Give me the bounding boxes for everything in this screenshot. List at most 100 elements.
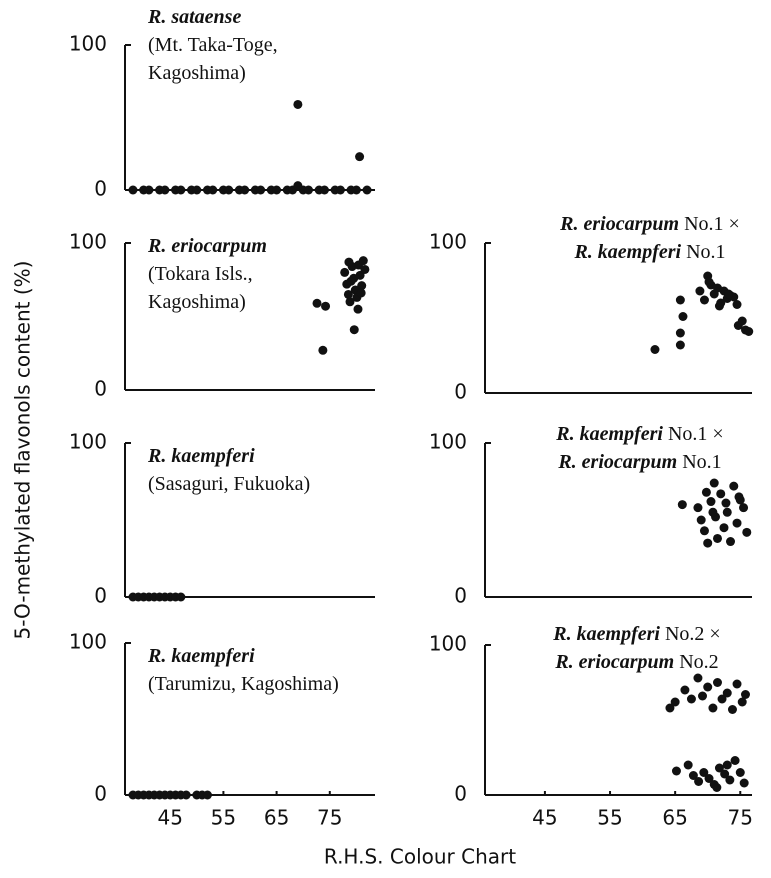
point xyxy=(696,515,706,525)
point xyxy=(671,766,681,776)
panel-title: Kagoshima) xyxy=(148,291,246,313)
point xyxy=(160,185,170,195)
point xyxy=(704,277,714,287)
point xyxy=(737,697,747,707)
point xyxy=(675,295,685,305)
x-tick-label: 45 xyxy=(532,806,557,830)
point xyxy=(703,682,713,692)
point xyxy=(224,185,234,195)
point xyxy=(722,760,732,770)
point xyxy=(722,688,732,698)
point xyxy=(256,185,266,195)
y-tick-label: 100 xyxy=(69,32,107,56)
point xyxy=(304,185,314,195)
point xyxy=(714,301,724,311)
point xyxy=(362,185,372,195)
point xyxy=(272,185,282,195)
point xyxy=(344,257,354,267)
point xyxy=(353,304,363,314)
title-part: No.1 × xyxy=(679,213,740,235)
point xyxy=(293,181,303,191)
panel-title: Kagoshima) xyxy=(148,62,246,84)
point xyxy=(358,256,368,266)
point xyxy=(742,527,752,537)
title-part: Kagoshima) xyxy=(148,291,246,313)
title-part: (Mt. Taka-Toge, xyxy=(148,34,278,56)
point xyxy=(688,771,698,780)
x-tick-label: 55 xyxy=(211,806,236,830)
title-part: No.1 xyxy=(681,241,725,263)
title-part: (Tarumizu, Kagoshima) xyxy=(148,673,339,695)
point xyxy=(725,775,735,785)
point xyxy=(650,345,660,354)
point xyxy=(665,703,675,713)
panel-title: R. eriocarpum No.2 xyxy=(554,651,718,673)
panel-title: (Mt. Taka-Toge, xyxy=(148,34,278,56)
point xyxy=(724,289,734,299)
panel-title: R. kaempferi No.1 xyxy=(573,241,725,263)
point xyxy=(240,185,250,195)
point xyxy=(729,481,739,491)
point xyxy=(704,774,714,783)
point xyxy=(722,507,732,517)
point xyxy=(732,518,742,528)
x-tick-label: 75 xyxy=(728,806,753,830)
point xyxy=(730,756,740,765)
title-part: R. eriocarpum xyxy=(147,235,267,257)
point xyxy=(343,289,353,299)
panel-title: R. eriocarpum No.1 × xyxy=(559,213,740,235)
point xyxy=(739,778,749,788)
point xyxy=(128,185,138,195)
point xyxy=(176,185,186,195)
x-tick-label: 65 xyxy=(264,806,289,830)
y-axis-label: 5-O-methylated flavonols content (%) xyxy=(11,261,35,640)
title-part: No.1 × xyxy=(663,423,724,445)
point xyxy=(744,327,754,336)
point xyxy=(694,777,704,786)
point xyxy=(675,340,685,350)
y-tick-label: 0 xyxy=(94,377,107,401)
panel-title: (Tokara Isls., xyxy=(148,263,253,285)
point xyxy=(732,300,742,309)
point xyxy=(680,685,690,695)
title-part: No.2 xyxy=(674,651,718,673)
y-tick-label: 0 xyxy=(454,584,467,608)
y-tick-label: 100 xyxy=(429,230,467,254)
point xyxy=(740,690,750,699)
point xyxy=(318,345,328,355)
point xyxy=(335,185,345,195)
panel-title: R. eriocarpum xyxy=(147,235,267,257)
point xyxy=(192,185,202,195)
point xyxy=(208,185,218,195)
point xyxy=(732,679,742,689)
x-tick-label: 55 xyxy=(597,806,622,830)
point xyxy=(716,489,726,499)
y-tick-label: 100 xyxy=(429,430,467,454)
point xyxy=(720,769,730,779)
point xyxy=(312,298,322,308)
point xyxy=(735,768,745,777)
panel-title: R. sataense xyxy=(147,6,241,28)
point xyxy=(739,503,749,513)
y-tick-label: 0 xyxy=(94,177,107,201)
title-part: R. kaempferi xyxy=(147,445,255,467)
y-tick-label: 100 xyxy=(429,632,467,656)
point xyxy=(319,185,329,195)
point xyxy=(202,790,212,800)
point xyxy=(321,301,331,311)
y-tick-label: 0 xyxy=(454,782,467,806)
title-part: R. kaempferi xyxy=(552,623,660,645)
title-part: R. kaempferi xyxy=(555,423,663,445)
panel-title: R. eriocarpum No.1 xyxy=(557,451,721,473)
point xyxy=(703,538,713,548)
point xyxy=(346,276,356,286)
point xyxy=(683,760,693,770)
y-tick-label: 100 xyxy=(69,430,107,454)
point xyxy=(351,185,361,195)
point xyxy=(709,478,719,488)
title-part: R. eriocarpum xyxy=(559,213,679,235)
point xyxy=(677,500,687,510)
point xyxy=(708,507,718,517)
point xyxy=(701,487,711,497)
y-tick-label: 0 xyxy=(94,584,107,608)
